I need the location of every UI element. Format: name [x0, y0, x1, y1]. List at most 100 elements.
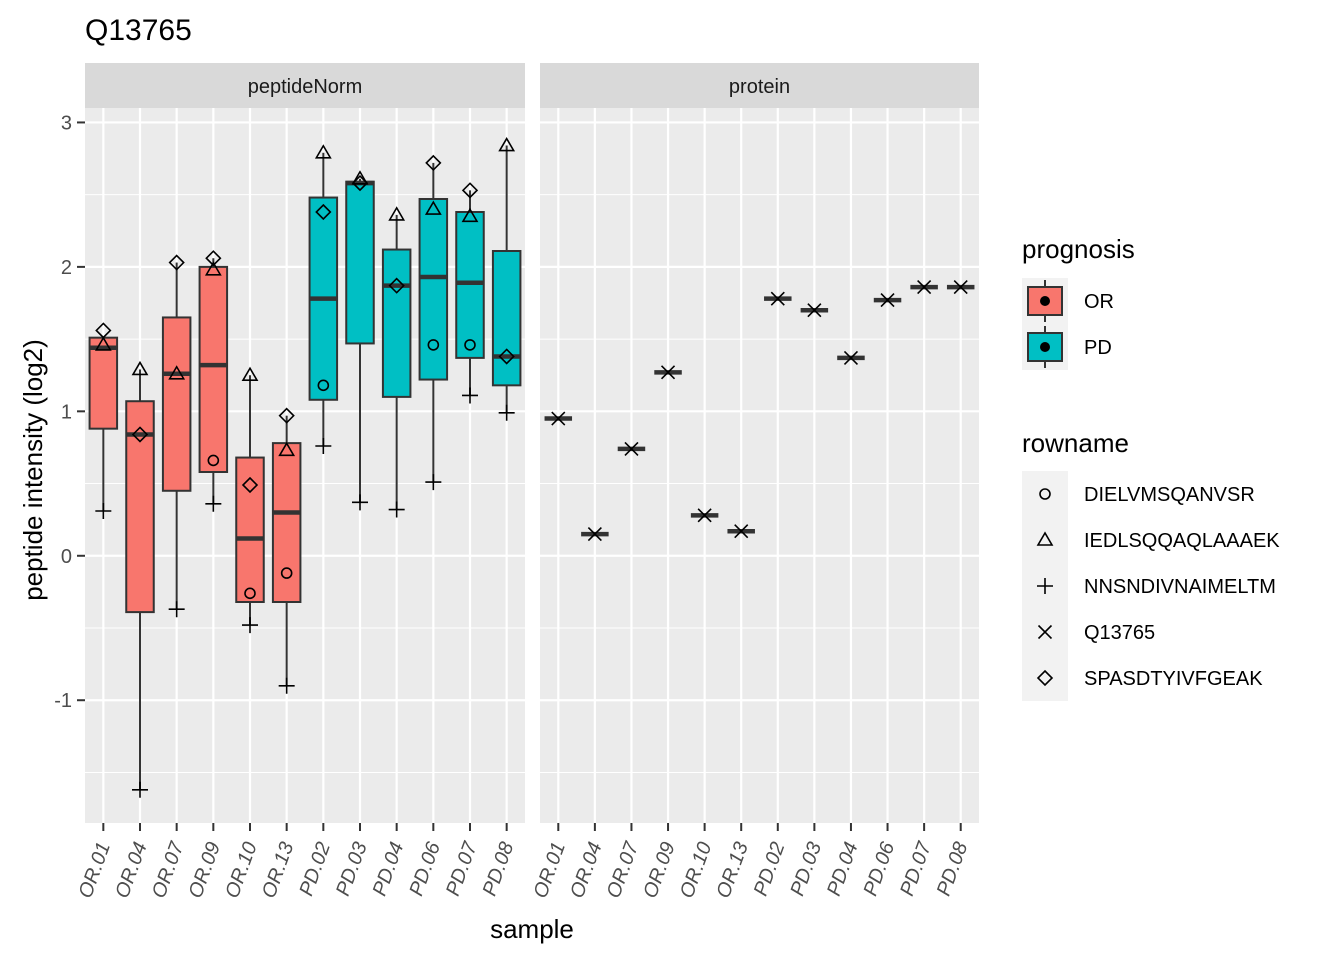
x-tick-label: OR.09 — [185, 839, 225, 901]
x-tick-label: OR.10 — [676, 839, 716, 901]
x-tick-label: PD.06 — [405, 838, 445, 899]
data-point — [461, 207, 479, 223]
box — [88, 336, 119, 430]
data-point — [843, 350, 859, 365]
data-point — [388, 206, 406, 221]
x-tick-label: OR.07 — [603, 838, 644, 901]
data-point — [131, 426, 149, 443]
legend-key-background — [1022, 471, 1068, 517]
data-point — [770, 291, 785, 306]
x-tick-label: PD.03 — [786, 839, 826, 899]
data-point — [388, 277, 405, 294]
box — [491, 250, 522, 387]
data-point — [94, 336, 112, 351]
data-point — [880, 293, 895, 308]
x-tick-label: PD.02 — [750, 839, 790, 899]
data-point — [425, 154, 442, 172]
data-point — [278, 441, 296, 457]
data-point — [315, 438, 332, 454]
data-point — [280, 567, 293, 579]
y-tick-label: 0 — [61, 546, 72, 568]
x-tick-label: OR.09 — [639, 839, 679, 901]
data-point — [168, 365, 186, 380]
facet-strip-label: protein — [729, 76, 790, 98]
legend-key-background — [1022, 517, 1068, 563]
x-axis-label: sample — [490, 914, 574, 944]
chart-title: Q13765 — [85, 14, 192, 47]
legend-key-background — [1022, 655, 1068, 701]
data-point — [242, 617, 258, 634]
legend-label: SPASDTYIVFGEAK — [1084, 668, 1263, 690]
legend: prognosis OR PD rowname DIELVMSQANVSR IEDLSQQ… — [1022, 234, 1280, 701]
data-point — [205, 250, 222, 267]
data-point — [351, 174, 369, 192]
data-point — [917, 280, 932, 295]
legend-key-shape — [1037, 578, 1053, 594]
legend-key-shape — [1039, 488, 1051, 500]
data-point — [207, 454, 220, 467]
data-point — [424, 200, 442, 215]
box — [271, 442, 302, 603]
data-point — [351, 170, 369, 185]
data-point — [315, 203, 332, 221]
panel-background — [540, 108, 979, 823]
data-point — [241, 366, 259, 382]
y-tick-label: 3 — [61, 112, 72, 134]
x-tick-label: OR.10 — [221, 839, 261, 901]
data-point — [278, 407, 295, 424]
legend-label: DIELVMSQANVSR — [1084, 484, 1255, 506]
box — [198, 265, 229, 473]
data-point — [807, 303, 822, 318]
x-tick-label: PD.02 — [295, 839, 335, 899]
data-point — [132, 781, 148, 798]
box — [381, 248, 412, 398]
legend-key-point — [1040, 296, 1050, 306]
legend-title-rowname: rowname — [1022, 428, 1129, 458]
x-tick-label: OR.01 — [75, 839, 115, 901]
data-point — [660, 365, 676, 380]
x-tick-label: OR.01 — [530, 839, 570, 901]
data-point — [131, 360, 149, 376]
legend-label: Q13765 — [1084, 622, 1155, 644]
x-tick-label: PD.08 — [933, 839, 973, 899]
legend-label: NNSNDIVNAIMELTM — [1084, 576, 1276, 598]
data-point — [241, 476, 259, 494]
data-point — [464, 339, 476, 351]
facet-strip-label: peptideNorm — [248, 76, 363, 98]
x-tick-label: OR.04 — [111, 839, 151, 901]
legend-key-shape — [1036, 669, 1054, 687]
x-tick-label: PD.04 — [823, 839, 863, 899]
legend-key-shape — [1036, 531, 1054, 546]
x-tick-label: PD.07 — [896, 838, 936, 899]
legend-key-shape — [1037, 624, 1053, 640]
data-point — [697, 508, 712, 523]
legend-label: IEDLSQQAQLAAAEK — [1084, 530, 1280, 552]
data-point — [168, 601, 185, 618]
data-point — [427, 339, 440, 351]
data-point — [244, 587, 256, 600]
panel-background — [85, 108, 525, 823]
data-point — [314, 144, 332, 159]
box — [418, 198, 449, 381]
box — [161, 316, 192, 492]
x-tick-label: OR.04 — [566, 839, 606, 901]
data-point — [425, 474, 442, 491]
data-point — [95, 503, 112, 519]
data-point — [388, 501, 405, 518]
data-point — [95, 322, 112, 339]
plot-area: -10123peptideNormOR.01OR.04OR.07OR.09OR.… — [54, 63, 979, 901]
data-point — [498, 404, 515, 421]
y-tick-label: -1 — [54, 690, 72, 712]
data-point — [624, 441, 639, 456]
legend-title-prognosis: prognosis — [1022, 234, 1135, 264]
facet-strip — [85, 63, 525, 108]
x-tick-label: PD.07 — [442, 838, 482, 899]
data-point — [204, 261, 222, 276]
data-point — [498, 348, 515, 365]
data-point — [953, 280, 968, 295]
x-tick-label: OR.07 — [148, 838, 189, 901]
legend-label: OR — [1084, 291, 1114, 313]
data-point — [278, 677, 295, 694]
x-tick-label: PD.06 — [860, 838, 900, 899]
